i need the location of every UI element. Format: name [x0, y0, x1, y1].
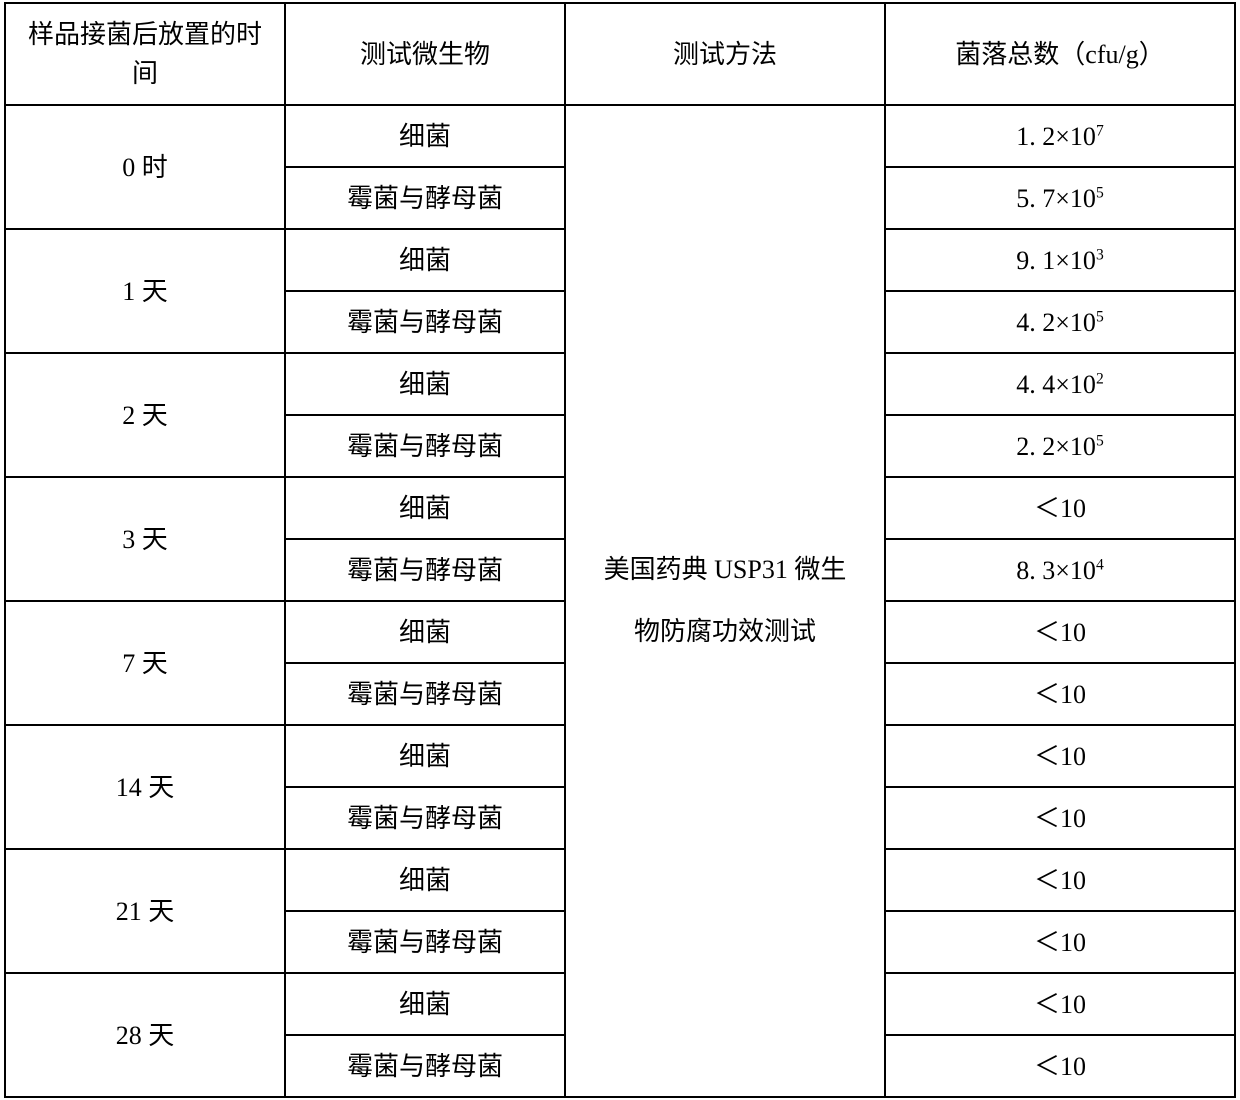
- cell-org: 细菌: [285, 601, 565, 663]
- table-row: 0 时 细菌 美国药典 USP31 微生物防腐功效测试 1. 2×107: [5, 105, 1235, 167]
- cell-time: 2 天: [5, 353, 285, 477]
- cell-org: 霉菌与酵母菌: [285, 291, 565, 353]
- cell-count: ＜10: [885, 973, 1235, 1035]
- cell-count: ＜10: [885, 725, 1235, 787]
- cell-time: 3 天: [5, 477, 285, 601]
- cell-org: 霉菌与酵母菌: [285, 539, 565, 601]
- cell-count: 1. 2×107: [885, 105, 1235, 167]
- cell-org: 霉菌与酵母菌: [285, 663, 565, 725]
- cell-org: 细菌: [285, 973, 565, 1035]
- cell-time: 0 时: [5, 105, 285, 229]
- cell-count: 9. 1×103: [885, 229, 1235, 291]
- cell-count: 4. 4×102: [885, 353, 1235, 415]
- cell-method: 美国药典 USP31 微生物防腐功效测试: [565, 105, 885, 1097]
- cell-org: 霉菌与酵母菌: [285, 415, 565, 477]
- cell-time: 1 天: [5, 229, 285, 353]
- cell-count: ＜10: [885, 477, 1235, 539]
- col-header-count: 菌落总数（cfu/g）: [885, 3, 1235, 105]
- cell-time: 7 天: [5, 601, 285, 725]
- cell-count: ＜10: [885, 1035, 1235, 1097]
- col-header-org: 测试微生物: [285, 3, 565, 105]
- cell-org: 细菌: [285, 725, 565, 787]
- col-header-method: 测试方法: [565, 3, 885, 105]
- cell-org: 细菌: [285, 105, 565, 167]
- cell-org: 霉菌与酵母菌: [285, 1035, 565, 1097]
- header-row: 样品接菌后放置的时间 测试微生物 测试方法 菌落总数（cfu/g）: [5, 3, 1235, 105]
- table-body: 0 时 细菌 美国药典 USP31 微生物防腐功效测试 1. 2×107 霉菌与…: [5, 105, 1235, 1097]
- cell-org: 霉菌与酵母菌: [285, 787, 565, 849]
- cell-count: 2. 2×105: [885, 415, 1235, 477]
- cell-org: 细菌: [285, 849, 565, 911]
- cell-org: 霉菌与酵母菌: [285, 167, 565, 229]
- cell-count: 5. 7×105: [885, 167, 1235, 229]
- cell-count: ＜10: [885, 663, 1235, 725]
- cell-count: 8. 3×104: [885, 539, 1235, 601]
- cell-org: 霉菌与酵母菌: [285, 911, 565, 973]
- cell-time: 21 天: [5, 849, 285, 973]
- antimicrobial-test-table: 样品接菌后放置的时间 测试微生物 测试方法 菌落总数（cfu/g） 0 时 细菌…: [4, 2, 1236, 1098]
- cell-org: 细菌: [285, 353, 565, 415]
- cell-time: 28 天: [5, 973, 285, 1097]
- cell-count: ＜10: [885, 911, 1235, 973]
- cell-count: ＜10: [885, 601, 1235, 663]
- cell-count: 4. 2×105: [885, 291, 1235, 353]
- cell-time: 14 天: [5, 725, 285, 849]
- cell-count: ＜10: [885, 849, 1235, 911]
- col-header-time: 样品接菌后放置的时间: [5, 3, 285, 105]
- cell-org: 细菌: [285, 477, 565, 539]
- cell-count: ＜10: [885, 787, 1235, 849]
- cell-org: 细菌: [285, 229, 565, 291]
